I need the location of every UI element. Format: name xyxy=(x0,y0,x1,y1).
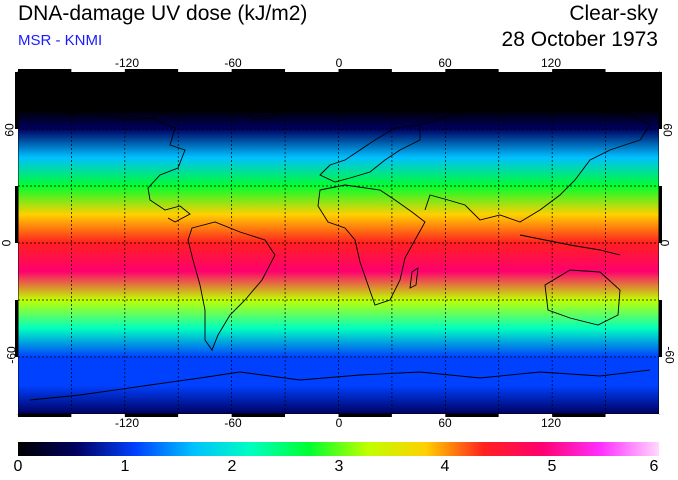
map-area xyxy=(18,72,659,414)
lon-tick-bottom: 0 xyxy=(335,416,343,430)
border-tick xyxy=(338,69,392,72)
border-tick xyxy=(15,129,18,186)
coast-africa xyxy=(317,184,426,306)
map-title: DNA-damage UV dose (kJ/m2) xyxy=(18,2,308,25)
lon-tick-top: -60 xyxy=(224,56,242,70)
map-border-ticks xyxy=(15,69,662,417)
lat-tick-left: -60 xyxy=(4,346,19,364)
colorbar-tick-label: 2 xyxy=(227,458,237,475)
colorbar-tick-label: 4 xyxy=(440,458,450,475)
colorbar-tick-label: 5 xyxy=(547,458,557,475)
lon-tick-bottom: 120 xyxy=(540,416,562,430)
coast-madagascar xyxy=(409,267,419,289)
coastlines xyxy=(29,89,651,401)
border-tick xyxy=(124,414,179,417)
lon-tick-bottom: -120 xyxy=(114,416,140,430)
border-tick xyxy=(178,414,232,417)
coast-south-america xyxy=(187,221,276,351)
lon-tick-top: 0 xyxy=(335,56,343,70)
border-tick xyxy=(498,69,553,72)
coast-north-america xyxy=(59,111,191,223)
lat-tick-right: -60 xyxy=(662,346,677,364)
lat-tick-right: 0 xyxy=(657,239,672,247)
border-tick xyxy=(659,300,662,357)
coast-australia xyxy=(544,269,621,326)
border-tick xyxy=(338,414,392,417)
colorbar-tick-label: 3 xyxy=(334,458,344,475)
coast-indonesia xyxy=(519,234,621,256)
border-tick xyxy=(605,69,659,72)
lon-tick-top: 60 xyxy=(438,56,452,70)
border-tick xyxy=(659,357,662,414)
colorbar xyxy=(18,442,659,456)
colorbar-tick-label: 1 xyxy=(120,458,130,475)
border-tick xyxy=(659,129,662,186)
lat-tick-left: 60 xyxy=(2,123,17,137)
border-tick xyxy=(659,72,662,129)
border-tick xyxy=(659,186,662,243)
border-tick xyxy=(552,69,606,72)
border-tick xyxy=(285,414,339,417)
border-tick xyxy=(391,69,446,72)
border-tick xyxy=(18,69,72,72)
border-tick xyxy=(445,414,499,417)
border-tick xyxy=(71,414,125,417)
border-tick xyxy=(391,414,446,417)
border-tick xyxy=(445,69,499,72)
lat-tick-left: 0 xyxy=(0,239,14,247)
border-tick xyxy=(178,69,232,72)
border-tick xyxy=(15,357,18,414)
lon-tick-bottom: -60 xyxy=(224,416,242,430)
date-label: 28 October 1973 xyxy=(501,28,658,51)
border-tick xyxy=(498,414,553,417)
border-tick xyxy=(285,69,339,72)
coast-asia xyxy=(419,104,651,223)
border-tick xyxy=(124,69,179,72)
border-tick xyxy=(15,186,18,243)
lat-tick-right: 60 xyxy=(660,123,675,137)
border-tick xyxy=(659,243,662,300)
graticule xyxy=(18,72,659,414)
border-tick xyxy=(15,72,18,129)
border-tick xyxy=(71,69,125,72)
source-label: MSR - KNMI xyxy=(18,32,103,49)
coast-greenland xyxy=(239,89,291,121)
coast-europe xyxy=(319,124,421,183)
coast-antarctica xyxy=(29,369,651,401)
sky-condition-label: Clear-sky xyxy=(569,2,658,25)
border-tick xyxy=(552,414,606,417)
border-tick xyxy=(15,300,18,357)
lon-tick-top: -120 xyxy=(114,56,140,70)
lon-tick-top: 120 xyxy=(540,56,562,70)
border-tick xyxy=(15,243,18,300)
colorbar-tick-label: 6 xyxy=(649,458,659,475)
border-tick xyxy=(231,69,286,72)
colorbar-tick-label: 0 xyxy=(13,458,23,475)
border-tick xyxy=(605,414,659,417)
border-tick xyxy=(231,414,286,417)
border-tick xyxy=(18,414,72,417)
lon-tick-bottom: 60 xyxy=(438,416,452,430)
